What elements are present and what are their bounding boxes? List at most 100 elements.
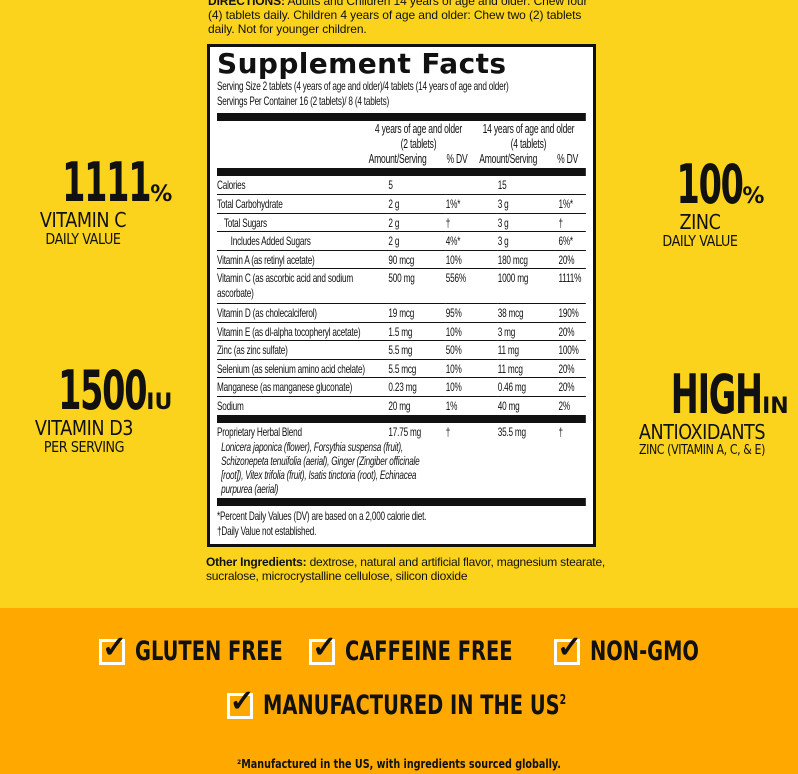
dv-2-tablets: 50% (445, 340, 498, 360)
dv-4-tablets: 20% (558, 322, 586, 341)
checkbox-check-icon: ✓ (226, 685, 255, 719)
dv-4-tablets: 20% (558, 359, 586, 378)
nutrient-name: Sodium (217, 398, 244, 413)
other-label: Other Ingredients: (206, 555, 307, 569)
amount-2-tablets: 5.5 mcg (388, 359, 446, 378)
dv-2-tablets (445, 176, 498, 195)
stat-zinc: 100% ZINC DAILY VALUE (625, 158, 775, 249)
checkbox-check-icon: ✓ (99, 631, 127, 665)
badge-non-gmo: ✓ NON-GMO (554, 631, 699, 667)
serving-size: Serving Size 2 tablets (4 years of age a… (217, 79, 509, 93)
dv-2-tablets: 10% (445, 322, 498, 341)
checkbox-check-icon: ✓ (554, 631, 582, 665)
nutrient-row: Vitamin A (as retinyl acetate) 90 mcg 10% 1… (217, 250, 586, 269)
amount-2-tablets: 5.5 mg (388, 340, 446, 360)
footnote-dagger: †Daily Value not established. (217, 523, 317, 538)
nutrient-row: Vitamin E (as dl-alpha tocopheryl acetat… (217, 322, 586, 341)
divider (217, 168, 586, 176)
dv-4-tablets: † (558, 213, 586, 232)
stat-value: 100 (676, 153, 743, 216)
badge-made-in-us: ✓ MANUFACTURED IN THE US2 (226, 685, 572, 721)
stat-unit: % (150, 182, 173, 207)
amount-4-tablets: 11 mcg (497, 359, 559, 378)
group1-line2: (2 tablets) (400, 137, 437, 151)
group2-line2: (4 tablets) (510, 137, 547, 151)
blend-amount-2: 35.5 mg (497, 424, 526, 439)
group2-header: 14 years of age and older (4 tablets) (471, 122, 586, 152)
dv-4-tablets: 190% (558, 303, 586, 323)
amount-2-tablets: 500 mg (388, 268, 446, 304)
dv-2-tablets: 10% (445, 250, 498, 269)
herbal-blend-row: Proprietary Herbal Blend Lonicera japonic… (217, 423, 586, 498)
col-amount-1: Amount/Serving (368, 152, 427, 166)
stat-value: 1500 (58, 359, 147, 422)
stat-line1: ANTIOXIDANTS (638, 420, 766, 444)
dv-4-tablets: 20% (558, 250, 586, 269)
amount-2-tablets: 2 g (388, 231, 446, 251)
manufacturing-note: ²Manufactured in the US, with ingredient… (237, 757, 561, 771)
badge-label-wrap: MANUFACTURED IN THE US2 (263, 690, 566, 721)
amount-2-tablets: 2 g (388, 213, 446, 232)
badge-label: NON-GMO (590, 636, 699, 667)
dv-4-tablets (558, 176, 586, 195)
nutrient-name: Zinc (as zinc sulfate) (217, 340, 389, 360)
nutrient-name: Total Carbohydrate (217, 194, 389, 214)
claims-banner (0, 608, 798, 774)
divider (217, 113, 586, 121)
amount-2-tablets: 0.23 mg (388, 377, 446, 397)
badges-row-1: ✓ GLUTEN FREE ✓ CAFFEINE FREE ✓ NON-GMO (0, 631, 798, 667)
dv-2-tablets: 4%* (445, 231, 498, 251)
stat-line2: ZINC (VITAMIN A, C, & E) (638, 443, 766, 458)
nutrient-row: Zinc (as zinc sulfate) 5.5 mg 50% 11 mg 100% (217, 340, 586, 360)
nutrient-row: Calories 5 15 (217, 176, 586, 195)
col-dv-2: % DV (557, 152, 579, 166)
servings-per-container: Servings Per Container 16 (2 tablets)/ 8… (217, 94, 390, 108)
dv-2-tablets: 1% (445, 398, 458, 413)
nutrient-row: Total Carbohydrate 2 g 1%* 3 g 1%* (217, 194, 586, 214)
nutrient-row: Selenium (as selenium amino acid chelate… (217, 359, 586, 378)
blend-dv-2: † (558, 424, 564, 439)
dv-4-tablets: 1%* (558, 194, 586, 214)
badge-caffeine-free: ✓ CAFFEINE FREE (309, 631, 534, 667)
stat-line2: PER SERVING (43, 438, 125, 456)
amount-4-tablets: 15 (497, 176, 559, 195)
stat-value: HIGH (671, 363, 763, 426)
amount-4-tablets: 3 g (497, 213, 559, 232)
nutrient-table: Calories 5 15 Total Carbohydrate 2 g 1%* 3 g 1%… (217, 176, 586, 415)
amount-4-tablets: 180 mcg (497, 250, 559, 269)
nutrient-name: Selenium (as selenium amino acid chelate… (217, 359, 389, 378)
stat-unit: IU (146, 390, 173, 415)
amount-2-tablets: 19 mcg (388, 303, 446, 323)
dv-4-tablets: 1111% (558, 268, 586, 304)
dv-4-tablets: 2% (558, 398, 571, 413)
nutrient-name: Vitamin A (as retinyl acetate) (217, 250, 389, 269)
divider (217, 497, 586, 506)
footnote-dv: *Percent Daily Values (DV) are based on … (217, 508, 427, 523)
nutrient-name: Vitamin E (as dl-alpha tocopheryl acetat… (217, 322, 389, 341)
nutrient-name: Vitamin C (as ascorbic acid and sodium a… (217, 268, 389, 304)
directions-label: DIRECTIONS: (208, 0, 285, 8)
nutrient-row: Manganese (as manganese gluconate) 0.23 m… (217, 377, 586, 397)
badges-row-2: ✓ MANUFACTURED IN THE US2 (0, 685, 798, 721)
amount-4-tablets: 1000 mg (497, 268, 559, 304)
checkbox-check-icon: ✓ (309, 631, 337, 665)
amount-2-tablets: 1.5 mg (388, 322, 446, 341)
badge-superscript: 2 (559, 693, 566, 708)
dv-2-tablets: † (445, 213, 498, 232)
amount-4-tablets: 11 mg (497, 340, 559, 360)
column-header: 4 years of age and older (2 tablets) 14 y… (217, 122, 586, 168)
badge-label: GLUTEN FREE (135, 636, 283, 667)
stat-value: 1111 (62, 151, 151, 214)
group1-line1: 4 years of age and older (374, 122, 463, 136)
dv-2-tablets: 95% (445, 303, 498, 323)
nutrient-name: Manganese (as manganese gluconate) (217, 377, 389, 397)
other-ingredients: Other Ingredients: dextrose, natural and… (206, 555, 606, 583)
blend-name: Proprietary Herbal Blend (217, 424, 302, 439)
amount-2-tablets: 20 mg (388, 398, 411, 413)
facts-body: Serving Size 2 tablets (4 years of age a… (217, 79, 586, 539)
directions-text: Adults and Children 14 years of age and … (208, 0, 588, 36)
col-dv-1: % DV (446, 152, 468, 166)
directions: DIRECTIONS: Adults and Children 14 years… (208, 0, 600, 36)
nutrient-row: Vitamin D (as cholecalciferol) 19 mcg 95% 3… (217, 303, 586, 323)
nutrient-row: Vitamin C (as ascorbic acid and sodium a… (217, 268, 586, 304)
